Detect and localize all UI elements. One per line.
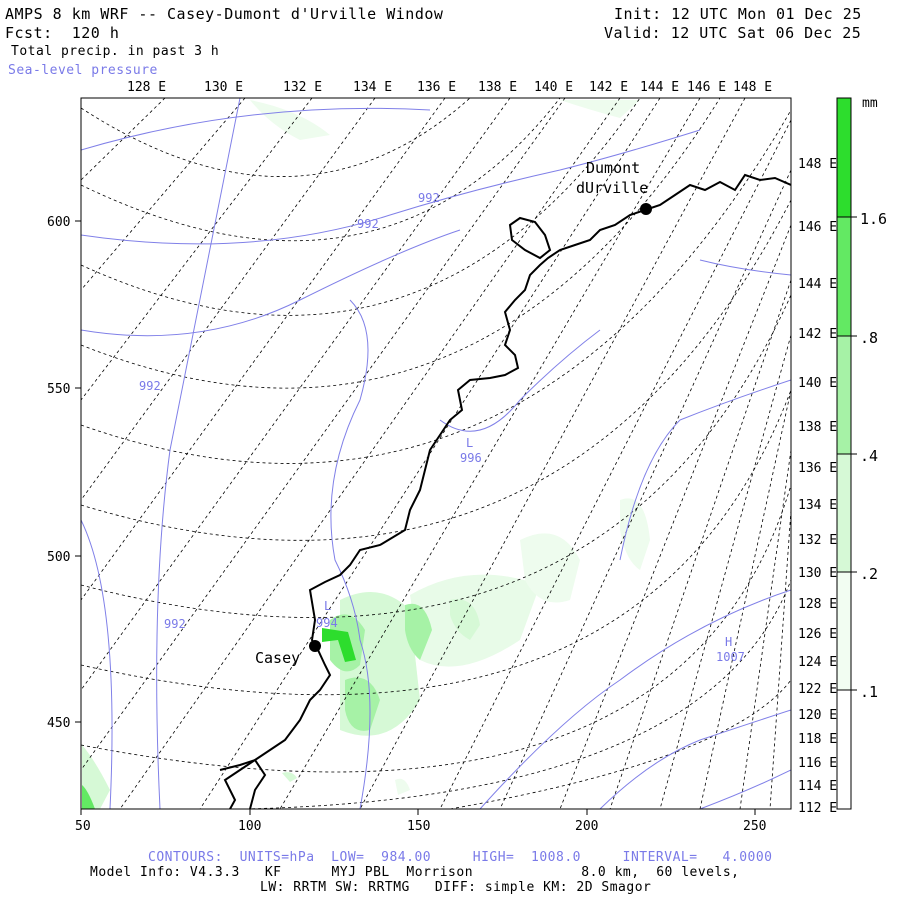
low-marker: L: [324, 599, 331, 613]
top-lon-label: 146 E: [687, 80, 726, 95]
right-lon-label: 132 E: [798, 533, 837, 548]
right-lon-label: 112 E: [798, 801, 837, 816]
isobar-label: 992: [164, 617, 186, 631]
colorbar-bin: [836, 453, 852, 573]
station-marker-casey: [309, 640, 321, 652]
map-title: AMPS 8 km WRF -- Casey-Dumont d'Urville …: [5, 5, 444, 23]
forecast-hour: Fcst: 120 h: [5, 24, 120, 42]
y-tick-label: 600: [47, 215, 70, 230]
colorbar-bin: [836, 216, 852, 337]
x-axis-ticks: [80, 809, 756, 815]
colorbar-bin: [836, 571, 852, 691]
colorbar: mm .1 .2 .4 .8 1.6: [836, 96, 887, 810]
map-frame: [80, 97, 792, 810]
station-label-casey: Casey: [255, 649, 300, 667]
high-marker: H: [725, 635, 732, 649]
right-lon-label: 122 E: [798, 682, 837, 697]
x-tick-label: 100: [238, 819, 261, 834]
x-tick-label: 150: [407, 819, 430, 834]
low-marker: L: [466, 436, 473, 450]
isobar-label: 992: [418, 191, 440, 205]
x-axis-labels: 50 100 150 200 250: [75, 819, 766, 834]
right-lon-label: 116 E: [798, 756, 837, 771]
right-lon-label: 126 E: [798, 627, 837, 642]
station-label-dumont-line2: dUrville: [576, 179, 648, 197]
y-tick-label: 450: [47, 716, 70, 731]
coastline: [219, 173, 791, 809]
y-axis-ticks: [75, 220, 81, 723]
graticule: [81, 98, 791, 809]
top-lon-label: 148 E: [733, 80, 772, 95]
colorbar-bin-below: [836, 689, 852, 810]
right-lon-label: 128 E: [798, 597, 837, 612]
top-lon-label: 130 E: [204, 80, 243, 95]
x-tick-label: 50: [75, 819, 91, 834]
top-lon-label: 134 E: [353, 80, 392, 95]
station-label-dumont-line1: Dumont: [586, 159, 640, 177]
top-longitude-labels: 128 E 130 E 132 E 134 E 136 E 138 E 140 …: [127, 80, 772, 95]
precip-shading: [82, 100, 650, 809]
isobar-label: 992: [139, 379, 161, 393]
right-lon-label: 138 E: [798, 420, 837, 435]
right-lon-label: 124 E: [798, 655, 837, 670]
top-lon-label: 136 E: [417, 80, 456, 95]
colorbar-unit: mm: [862, 96, 878, 111]
colorbar-level-label: .8: [860, 329, 878, 347]
right-lon-label: 130 E: [798, 566, 837, 581]
x-tick-label: 250: [743, 819, 766, 834]
top-lon-label: 144 E: [640, 80, 679, 95]
model-info-line2: LW: RRTM SW: RRTMG DIFF: simple KM: 2D S…: [260, 880, 652, 895]
right-lon-label: 136 E: [798, 461, 837, 476]
y-tick-label: 500: [47, 550, 70, 565]
isobar-label-group: 992 992 992 992 996 L L 994 H 1007: [139, 191, 745, 664]
colorbar-level-label: 1.6: [860, 210, 887, 228]
top-lon-label: 138 E: [478, 80, 517, 95]
y-tick-label: 550: [47, 382, 70, 397]
y-axis-labels: 600 550 500 450: [47, 215, 70, 731]
station-marker-dumont: [640, 203, 652, 215]
isobars: [81, 98, 791, 809]
colorbar-level-label: .1: [860, 683, 878, 701]
right-lon-label: 142 E: [798, 327, 837, 342]
valid-time: Valid: 12 UTC Sat 06 Dec 25: [604, 24, 862, 42]
right-lon-label: 144 E: [798, 277, 837, 292]
top-lon-label: 128 E: [127, 80, 166, 95]
right-lon-label: 134 E: [798, 498, 837, 513]
right-lon-label: 118 E: [798, 732, 837, 747]
isobar-label: 994: [316, 616, 338, 630]
isobar-label: 996: [460, 451, 482, 465]
right-lon-label: 114 E: [798, 779, 837, 794]
colorbar-level-label: .4: [860, 447, 878, 465]
model-info-line1: Model Info: V4.3.3 KF MYJ PBL Morrison 8…: [90, 865, 740, 880]
init-time: Init: 12 UTC Mon 01 Dec 25: [614, 5, 862, 23]
x-tick-label: 200: [575, 819, 598, 834]
top-lon-label: 132 E: [283, 80, 322, 95]
colorbar-bin: [836, 97, 852, 218]
right-lon-label: 148 E: [798, 157, 837, 172]
field-description: Total precip. in past 3 h: [11, 44, 220, 59]
right-lon-label: 140 E: [798, 376, 837, 391]
right-longitude-labels: 148 E 146 E 144 E 142 E 140 E 138 E 136 …: [798, 157, 837, 816]
overlay-description: Sea-level pressure: [8, 63, 158, 78]
right-lon-label: 120 E: [798, 708, 837, 723]
right-lon-label: 146 E: [798, 220, 837, 235]
isobar-label: 1007: [716, 650, 745, 664]
contour-info: CONTOURS: UNITS=hPa LOW= 984.00 HIGH= 10…: [148, 850, 773, 865]
top-lon-label: 140 E: [534, 80, 573, 95]
colorbar-bin: [836, 335, 852, 455]
colorbar-level-label: .2: [860, 565, 878, 583]
top-lon-label: 142 E: [589, 80, 628, 95]
isobar-label: 992: [357, 217, 379, 231]
